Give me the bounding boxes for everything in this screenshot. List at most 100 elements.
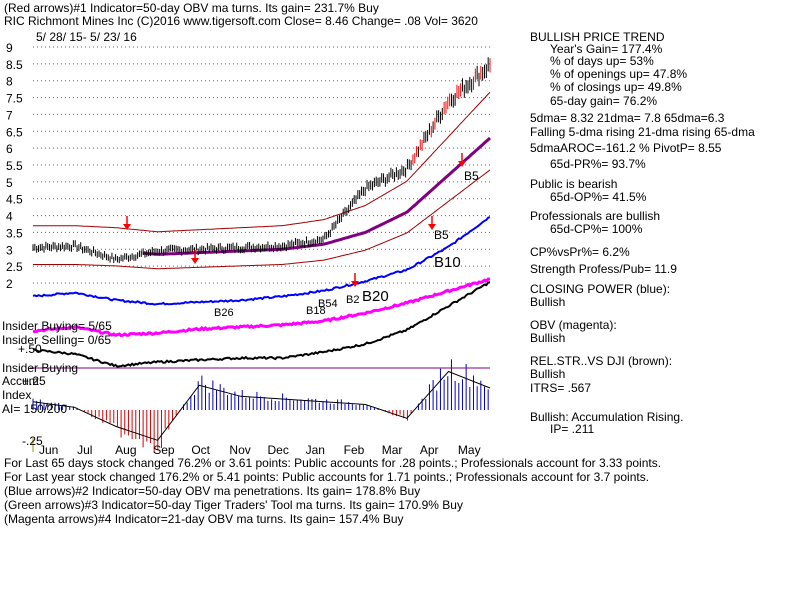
price-bands (33, 91, 491, 270)
month-axis-labels: Jun Jul Aug Sep Oct Nov Dec Jan Feb Mar Apr May (39, 443, 481, 457)
signal-b18: B18 (306, 305, 326, 317)
signal-b5-mid: B5 (434, 228, 449, 242)
right-panel-line: 65-day gain= 76.2% (550, 94, 657, 108)
lower-band-line (33, 169, 491, 270)
ticker-line: RIC Richmont Mines Inc (C)2016 www.tiger… (4, 14, 478, 28)
signal-b26: B26 (214, 307, 234, 319)
price-series (32, 57, 491, 264)
right-panel-line: Bullish: Accumulation Rising. (530, 410, 683, 424)
right-panel-line: Bullish (530, 367, 565, 381)
month-label: Dec (268, 443, 289, 457)
footer-line: For Last year stock changed 176.2% or 5.… (4, 470, 649, 484)
accum-plus50-label: +.50 (18, 342, 42, 356)
signal-arrows (123, 153, 466, 287)
month-label: Aug (115, 443, 136, 457)
footer-line: (Blue arrows)#2 Indicator=50-day OBV ma … (4, 484, 420, 498)
right-panel-line: CP%vsPr%= 6.2% (530, 245, 630, 259)
closing-power-series (32, 216, 491, 306)
month-label: Oct (191, 443, 210, 457)
right-panel-line: 65d-PR%= 93.7% (550, 157, 646, 171)
header-indicator-line: (Red arrows)#1 Indicator=50-day OBV ma t… (4, 1, 379, 15)
price-tick-label: 8 (6, 75, 13, 89)
month-label: Mar (382, 443, 403, 457)
footer-line: For Last 65 days stock changed 76.2% or … (4, 456, 661, 470)
price-tick-label: 8.5 (6, 58, 23, 72)
month-label: Jul (77, 443, 92, 457)
date-range: 5/ 28/ 15- 5/ 23/ 16 (36, 30, 137, 44)
signal-arrow-head (123, 224, 131, 230)
right-panel-line: % of openings up= 47.8% (550, 67, 687, 81)
signal-b10: B10 (434, 254, 461, 271)
month-label: Jan (306, 443, 325, 457)
price-tick-label: 7 (6, 108, 13, 122)
accumulation-index-bars (32, 359, 491, 453)
footer-summary: For Last 65 days stock changed 76.2% or … (4, 456, 661, 526)
accum-smooth-line (32, 370, 491, 441)
month-label: Nov (229, 443, 250, 457)
right-panel-line: ITRS= .567 (530, 381, 591, 395)
upper-band-line (33, 91, 491, 233)
right-panel-line: Strength Profess/Pub= 11.9 (530, 262, 677, 276)
right-panel-line: 5dma= 8.32 21dma= 7.8 65dma=6.3 (530, 111, 725, 125)
month-label: Feb (344, 443, 365, 457)
price-tick-label: 7.5 (6, 92, 23, 106)
insider-buying-label: Insider Buying= 5/65 (2, 319, 112, 333)
signal-b5-upper: B5 (464, 169, 479, 183)
right-panel-line: OBV (magenta): (530, 318, 617, 332)
price-axis-labels: 2 2.5 3 3.5 4 4.5 5 5.5 6 6.5 7 7.5 8 8.5 9 (6, 41, 23, 291)
right-panel-line: Bullish (530, 331, 565, 345)
price-gridlines (33, 46, 490, 284)
right-panel-line: % of closings up= 49.8% (550, 80, 682, 94)
right-panel-line: BULLISH PRICE TREND (530, 30, 665, 44)
signal-arrow-head (351, 281, 359, 287)
ma65-line (143, 136, 492, 256)
signal-arrow-head (191, 258, 199, 264)
right-panel-line: % of days up= 53% (550, 54, 654, 68)
signal-arrow-head (428, 224, 436, 230)
footer-line: (Magenta arrows)#4 Indicator=21-day OBV … (4, 512, 404, 526)
right-panel-line: 65d-OP%= 41.5% (550, 190, 647, 204)
closing-power-line (32, 216, 491, 306)
month-label: Jun (39, 443, 58, 457)
price-tick-label: 3 (6, 243, 13, 257)
month-label: Apr (420, 443, 439, 457)
insider-selling-label: Insider Selling= 0/65 (2, 333, 111, 347)
price-tick-label: 4.5 (6, 193, 23, 207)
right-panel-line: Falling 5-dma rising 21-dma rising 65-dm… (530, 125, 755, 139)
price-tick-label: 2.5 (6, 260, 23, 274)
signal-b54: B54 (318, 298, 338, 310)
moving-average-65 (143, 136, 492, 256)
rel-strength-line (32, 281, 491, 368)
right-panel-line: 65d-CP%= 100% (550, 222, 643, 236)
right-panel-line: Professionals are bullish (530, 209, 660, 223)
price-tick-label: 6.5 (6, 125, 23, 139)
right-panel-line: 5dmaAROC=-161.2 % PivotP= 8.55 (530, 141, 722, 155)
price-tick-label: 4 (6, 210, 13, 224)
obv-line (32, 277, 491, 338)
index-label: Index (2, 388, 31, 402)
right-panel-line: Bullish (530, 295, 565, 309)
accum-minus25-label: -.25 (22, 434, 43, 448)
right-panel-line: Public is bearish (530, 177, 617, 191)
price-tick-label: 9 (6, 41, 13, 55)
right-panel-line: IP= .211 (550, 422, 594, 436)
footer-line: (Green arrows)#3 Indicator=50-day Tiger … (4, 498, 463, 512)
right-panel-line: Year's Gain= 177.4% (550, 42, 663, 56)
right-panel-line: CLOSING POWER (blue): (530, 282, 670, 296)
obv-series (32, 277, 491, 338)
month-label: Sep (153, 443, 175, 457)
signal-b2: B2 (346, 294, 359, 306)
price-tick-label: 6 (6, 142, 13, 156)
month-label: May (458, 443, 481, 457)
price-tick-label: 3.5 (6, 226, 23, 240)
price-tick-label: 5.5 (6, 159, 23, 173)
rel-strength-series (32, 281, 491, 368)
signal-arrow-head (458, 161, 466, 167)
price-tick-label: 2 (6, 277, 13, 291)
price-tick-label: 5 (6, 176, 13, 190)
ai-label: AI= 150/200 (2, 402, 67, 416)
signal-b20: B20 (362, 288, 389, 305)
right-panel-line: REL.STR..VS DJI (brown): (530, 354, 672, 368)
accum-plus25-label: +.25 (22, 374, 46, 388)
